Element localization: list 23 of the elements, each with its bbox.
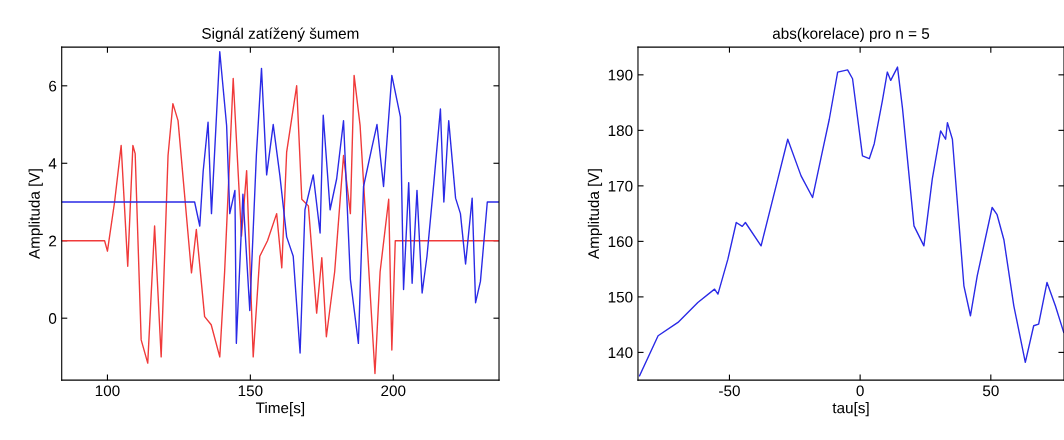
y-tick-label: 4 bbox=[48, 158, 57, 169]
x-tick-label: 100 bbox=[95, 385, 120, 397]
y-axis-title: Amplituda [V] bbox=[587, 169, 603, 260]
y-tick-label: 150 bbox=[608, 291, 633, 303]
line-series bbox=[638, 66, 1064, 377]
x-tick-label: -50 bbox=[719, 385, 740, 397]
x-axis-title: tau[s] bbox=[832, 402, 869, 417]
y-tick-label: 0 bbox=[48, 313, 57, 324]
y-tick-label: 140 bbox=[608, 347, 633, 359]
chart-title: abs(korelace) pro n = 5 bbox=[772, 27, 930, 42]
chart-title: Signál zatížený šumem bbox=[202, 27, 359, 42]
y-tick-label: 6 bbox=[49, 80, 57, 92]
y-tick-label: 2 bbox=[49, 235, 57, 247]
y-tick-label: 170 bbox=[608, 180, 633, 192]
x-axis-title: Time[s] bbox=[255, 402, 305, 417]
x-tick-label: 150 bbox=[238, 385, 263, 397]
x-tick-label: 0 bbox=[856, 385, 864, 397]
y-axis-title: Amplituda [V] bbox=[28, 169, 43, 260]
y-tick-label: 180 bbox=[608, 125, 633, 137]
y-tick-label: 190 bbox=[608, 69, 633, 81]
y-tick-label: 160 bbox=[608, 236, 633, 248]
x-tick-label: 200 bbox=[381, 385, 406, 397]
x-tick-label: 50 bbox=[982, 385, 999, 397]
